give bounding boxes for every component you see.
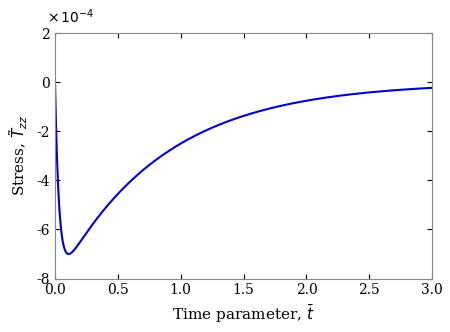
Text: $\times\,10^{-4}$: $\times\,10^{-4}$ — [47, 7, 95, 26]
X-axis label: Time parameter, $\bar{t}$: Time parameter, $\bar{t}$ — [172, 303, 315, 325]
Y-axis label: Stress, $\tilde{T}_{zz}$: Stress, $\tilde{T}_{zz}$ — [7, 115, 30, 197]
